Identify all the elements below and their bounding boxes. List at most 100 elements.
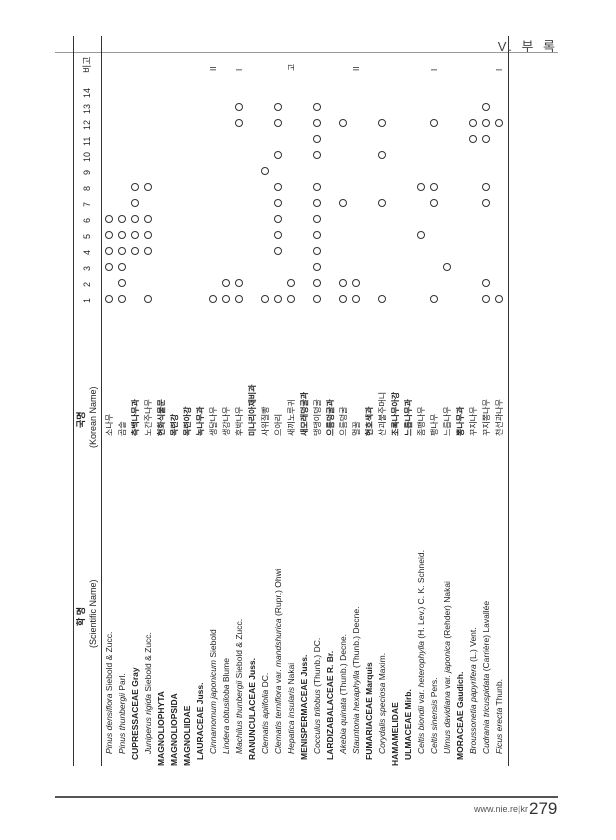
scientific-name: Cinnamomum japonicum Siebold	[208, 629, 218, 754]
occurrence-mark	[495, 119, 503, 127]
occurrence-mark	[274, 183, 282, 191]
korean-name: 사위질빵	[261, 406, 270, 436]
occurrence-mark	[235, 295, 243, 303]
occurrence-mark	[105, 247, 113, 255]
occurrence-mark	[274, 103, 282, 111]
occurrence-mark	[287, 295, 295, 303]
scientific-name: Cudrania tricuspidata (Carrière) Lavallé…	[481, 600, 491, 754]
korean-name: 으아리	[274, 413, 283, 436]
korean-name: 뽕나무과	[456, 406, 465, 436]
table-row: RANUNCULACEAE Juss. 미나리아재비과	[246, 36, 259, 766]
korean-name: 으름덩굴	[339, 406, 348, 436]
occurrence-mark	[131, 215, 139, 223]
scientific-name-header: 학 명	[76, 606, 86, 626]
korean-name: 목련아강	[183, 406, 192, 436]
occurrence-mark	[274, 119, 282, 127]
scientific-name: Celtis biondii var. heterophylla (H. Lev…	[416, 550, 426, 754]
occurrence-mark	[131, 199, 139, 207]
note: I	[495, 68, 504, 71]
occurrence-mark	[131, 231, 139, 239]
table-row: Ulmus davidiana var. japonica (Rehder) N…	[441, 36, 454, 766]
occurrence-mark	[144, 295, 152, 303]
note: II	[209, 66, 218, 71]
occurrence-mark	[209, 295, 217, 303]
occurrence-mark	[313, 263, 321, 271]
scientific-name: LAURACEAE Juss.	[195, 682, 205, 760]
korean-name: 꾸지뽕나무	[482, 399, 491, 436]
scientific-name: Pinus densiflora Siebold & Zucc.	[104, 631, 114, 754]
scientific-name: MAGNOLIIDAE	[182, 705, 192, 766]
korean-name-subheader: (Korean Name)	[88, 386, 98, 448]
korean-name: 측백나무과	[131, 399, 140, 436]
occurrence-mark	[469, 135, 477, 143]
column-header-6: 6	[82, 217, 92, 223]
korean-name: 좀팽나무	[417, 406, 426, 436]
occurrence-mark	[339, 279, 347, 287]
table-top-rule	[73, 36, 74, 766]
korean-name: 댕댕이덩굴	[313, 399, 322, 436]
korean-name: 새모래덩굴과	[300, 391, 309, 436]
occurrence-mark	[131, 183, 139, 191]
note: 고	[287, 63, 296, 71]
table-row: Clematis apiifolia DC. 사위질빵	[259, 36, 272, 766]
scientific-name: LARDIZABALACEAE R. Br.	[325, 650, 335, 760]
table-row: Hepatica insularis Nakai 새끼노루귀 고	[285, 36, 298, 766]
scientific-name: Broussonetia papyrifera (L.) Vent.	[468, 627, 478, 754]
table-row: Cocculus trilobus (Thunb.) DC. 댕댕이덩굴	[311, 36, 324, 766]
footer-rule	[55, 796, 558, 798]
occurrence-mark	[274, 215, 282, 223]
scientific-name: MENISPERMACEAE Juss.	[299, 654, 309, 760]
column-header-5: 5	[82, 233, 92, 239]
occurrence-mark	[443, 263, 451, 271]
occurrence-mark	[469, 119, 477, 127]
section-label: V. 부 록	[497, 39, 558, 54]
table-row: LAURACEAE Juss. 녹나무과	[194, 36, 207, 766]
scientific-name: Clematis terniflora var. mandshurica (Ru…	[273, 568, 283, 754]
occurrence-mark	[378, 151, 386, 159]
table-header-rule	[101, 36, 102, 766]
column-header-11: 11	[82, 136, 92, 146]
scientific-name: Pinus thunbergii Parl.	[117, 673, 127, 754]
korean-name: 팽나무	[430, 413, 439, 436]
occurrence-mark	[430, 119, 438, 127]
occurrence-mark	[235, 279, 243, 287]
occurrence-mark	[261, 167, 269, 175]
korean-name: 꾸지나무	[469, 406, 478, 436]
scientific-name: Machilus thunbergii Siebold & Zucc.	[234, 618, 244, 754]
occurrence-mark	[118, 263, 126, 271]
occurrence-mark	[313, 295, 321, 303]
occurrence-mark	[313, 135, 321, 143]
table-row: Pinus densiflora Siebold & Zucc. 소나무	[103, 36, 116, 766]
table-row: Corydalis speciosa Maxim. 산괴불주머니	[376, 36, 389, 766]
scientific-name: Cocculus trilobus (Thunb.) DC.	[312, 637, 322, 754]
table-row: MAGNOLIOPHYTA 현화식물문	[155, 36, 168, 766]
column-header-3: 3	[82, 265, 92, 271]
page-number: 279	[529, 799, 558, 818]
scientific-name-subheader: (Scientific Name)	[88, 579, 98, 648]
korean-name: 멀꿀	[352, 421, 361, 436]
korean-name: 천선과나무	[495, 399, 504, 436]
korean-name: 조록나무아강	[391, 391, 400, 436]
occurrence-mark	[144, 231, 152, 239]
scientific-name: FUMARIACEAE Marquis	[364, 662, 374, 760]
korean-name: 산괴불주머니	[378, 391, 387, 436]
species-table: 학 명 (Scientific Name) 국명 (Korean Name) 비…	[72, 36, 592, 766]
table-row: Celtis biondii var. heterophylla (H. Lev…	[415, 36, 428, 766]
table-row: ULMACEAE Mirb. 느릅나무과	[402, 36, 415, 766]
scientific-name: Ulmus davidiana var. japonica (Rehder) N…	[442, 581, 452, 754]
table-row: MENISPERMACEAE Juss. 새모래덩굴과	[298, 36, 311, 766]
occurrence-mark	[144, 215, 152, 223]
occurrence-mark	[339, 199, 347, 207]
occurrence-mark	[274, 151, 282, 159]
occurrence-mark	[495, 295, 503, 303]
scientific-name: MAGNOLIOPHYTA	[156, 691, 166, 766]
occurrence-mark	[118, 231, 126, 239]
occurrence-mark	[105, 231, 113, 239]
occurrence-mark	[235, 103, 243, 111]
footer-separator: |	[518, 804, 521, 814]
occurrence-mark	[339, 119, 347, 127]
occurrence-mark	[118, 247, 126, 255]
occurrence-mark	[313, 119, 321, 127]
table-row: Clematis terniflora var. mandshurica (Ru…	[272, 36, 285, 766]
occurrence-mark	[417, 183, 425, 191]
